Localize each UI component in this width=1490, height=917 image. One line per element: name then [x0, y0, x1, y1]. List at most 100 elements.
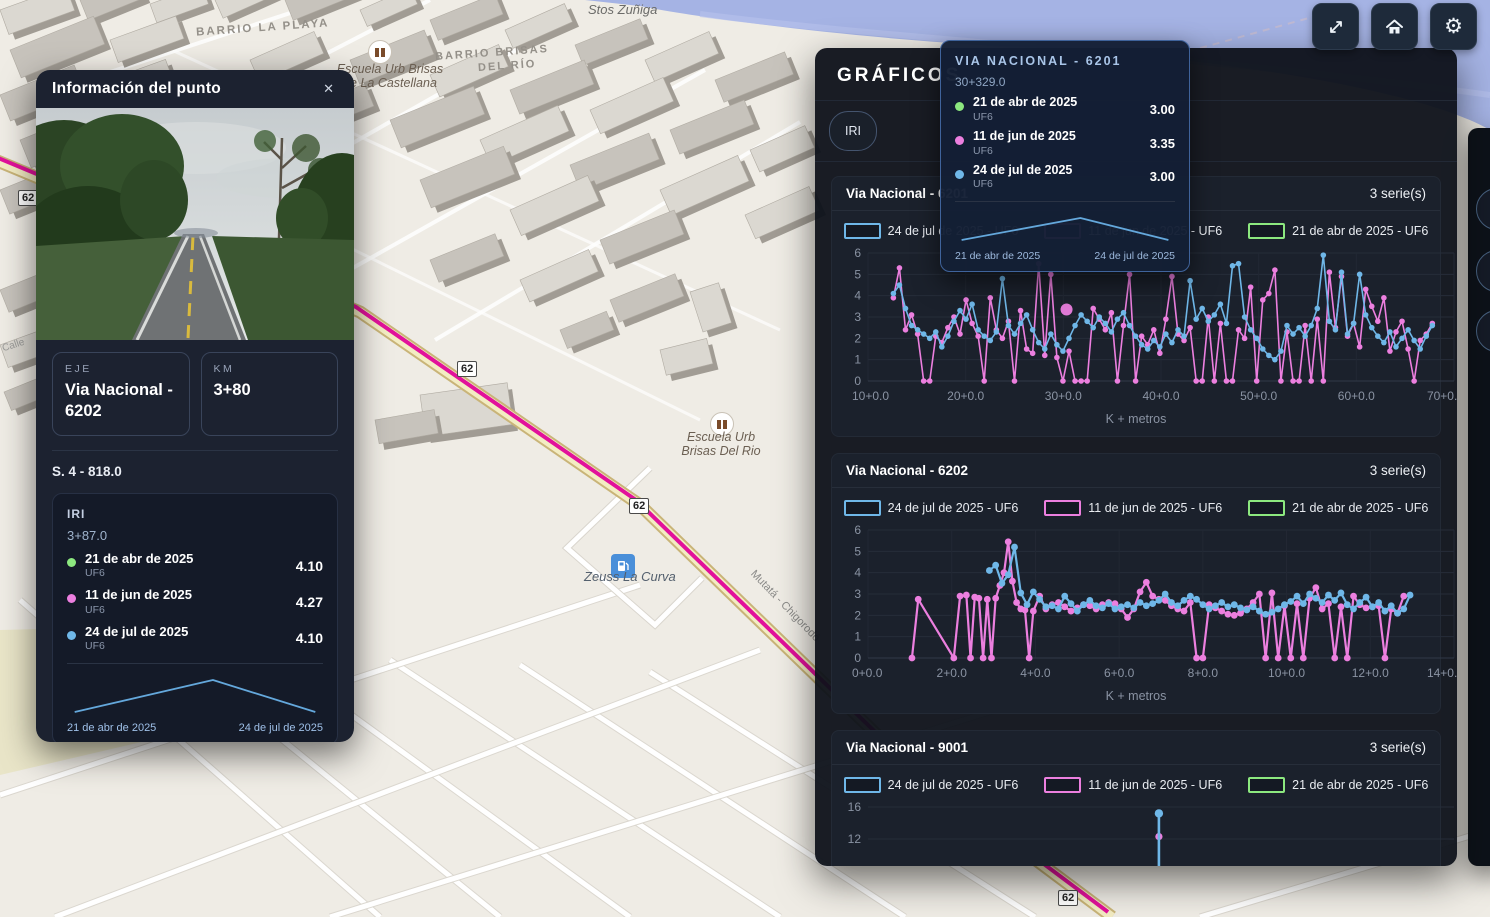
tooltip-sparkline	[961, 217, 1169, 242]
svg-text:0+0.0: 0+0.0	[852, 666, 883, 680]
legend-label: 21 de abr de 2025 - UF6	[1292, 778, 1429, 792]
chart-plot[interactable]: 0 1 2 3 4 5 6 10+0.0 20+0.0 30+0.0 40+0.0 50+0.0 60+…	[838, 241, 1457, 411]
eje-label: EJE	[65, 363, 92, 375]
chart-card-9001: Via Nacional - 9001 3 serie(s) 24 de jul…	[831, 730, 1454, 866]
iri-sub: UF6	[85, 567, 105, 580]
spark-label-start: 21 de abr de 2025	[67, 721, 157, 734]
chart-point-tooltip: VIA NACIONAL - 6201 30+329.0 21 de abr d…	[940, 40, 1190, 273]
legend-swatch	[1248, 777, 1286, 793]
iri-value: 4.10	[295, 557, 323, 574]
svg-text:4+0.0: 4+0.0	[1020, 666, 1051, 680]
tooltip-date: 24 de jul de 2025	[973, 162, 1073, 177]
map-toolbar: ⚙	[1312, 3, 1477, 50]
legend-label: 21 de abr de 2025 - UF6	[1292, 501, 1429, 515]
tooltip-row: 11 de jun de 2025 UF6 3.35	[955, 128, 1175, 157]
svg-text:0: 0	[854, 374, 861, 388]
legend-item[interactable]: 11 de jun de 2025 - UF6	[1044, 500, 1222, 516]
iri-sub: UF6	[85, 639, 105, 652]
point-info-panel: Información del punto ✕	[36, 70, 354, 742]
edge-circle-button[interactable]	[1476, 250, 1490, 292]
close-icon[interactable]: ✕	[323, 81, 334, 96]
svg-text:3: 3	[854, 310, 861, 324]
tooltip-station: 30+329.0	[955, 75, 1006, 89]
tooltip-sub: UF6	[973, 110, 993, 123]
svg-text:1: 1	[854, 353, 861, 367]
street-photo	[36, 108, 354, 340]
iri-sparkline	[74, 678, 316, 713]
chart-series-count: 3 serie(s)	[1369, 186, 1426, 201]
legend-item[interactable]: 24 de jul de 2025 - UF6	[843, 500, 1019, 516]
iri-date: 24 de jul de 2025	[85, 623, 189, 639]
home-button[interactable]	[1371, 3, 1418, 50]
eje-value: Via Nacional - 6202	[65, 381, 173, 420]
svg-text:2: 2	[854, 331, 861, 345]
section-code: S. 4 - 818.0	[52, 464, 122, 479]
edge-circle-button[interactable]	[1476, 310, 1490, 352]
svg-text:40+0.0: 40+0.0	[1142, 389, 1179, 403]
series-dot-green	[67, 558, 76, 567]
svg-text:6: 6	[854, 246, 861, 260]
tooltip-row: 21 de abr de 2025 UF6 3.00	[955, 95, 1175, 123]
svg-text:10+0.0: 10+0.0	[852, 389, 889, 403]
legend-item[interactable]: 21 de abr de 2025 - UF6	[1248, 777, 1428, 793]
legend-swatch	[843, 777, 881, 793]
series-dot-blue	[67, 630, 76, 640]
chart-legend: 24 de jul de 2025 - UF6 11 de jun de 202…	[838, 777, 1434, 793]
chart-header: Via Nacional - 6202 3 serie(s)	[832, 454, 1440, 488]
point-attributes: EJE Via Nacional - 6202 KM 3+80	[52, 352, 338, 436]
fullscreen-button[interactable]	[1312, 3, 1359, 50]
iri-station: 3+87.0	[67, 528, 108, 543]
svg-text:30+0.0: 30+0.0	[1045, 389, 1082, 403]
divider	[67, 662, 323, 664]
series-dot-pink	[955, 135, 964, 145]
tooltip-sparkline-axis: 21 de abr de 2025 24 de jul de 2025	[955, 250, 1175, 262]
legend-item[interactable]: 21 de abr de 2025 - UF6	[1248, 223, 1428, 239]
iri-date: 11 de jun de 2025	[85, 587, 192, 603]
legend-swatch	[1248, 500, 1286, 516]
legend-item[interactable]: 11 de jun de 2025 - UF6	[1044, 777, 1222, 793]
iri-summary-card: IRI 3+87.0 21 de abr de 2025 UF6 4.10 11…	[52, 493, 338, 742]
sparkline-axis: 21 de abr de 2025 24 de jul de 2025	[67, 722, 323, 734]
svg-text:0: 0	[854, 651, 861, 665]
svg-text:14+0.0: 14+0.0	[1427, 666, 1457, 680]
iri-sub: UF6	[85, 603, 105, 616]
iri-row: 11 de jun de 2025 UF6 4.27	[67, 587, 323, 616]
expand-icon	[1329, 20, 1342, 33]
svg-text:8+0.0: 8+0.0	[1188, 666, 1219, 680]
chart-series-count: 3 serie(s)	[1369, 463, 1426, 478]
chart-plot[interactable]: 0 1 2 3 4 5 6 0+0.0 2+0.0 4+0.0 6+0.0 8+0.0 10+0.0 12…	[838, 518, 1457, 688]
svg-text:16: 16	[848, 800, 862, 814]
svg-text:6: 6	[854, 523, 861, 537]
iri-title: IRI	[67, 507, 86, 521]
iri-row: 21 de abr de 2025 UF6 4.10	[67, 551, 323, 580]
series-dot-blue	[955, 169, 964, 179]
legend-label: 21 de abr de 2025 - UF6	[1292, 224, 1429, 238]
secondary-panel-edge	[1468, 128, 1490, 866]
chart-title: Via Nacional - 6201	[846, 186, 969, 201]
edge-circle-button[interactable]	[1476, 188, 1490, 230]
svg-text:12+0.0: 12+0.0	[1352, 666, 1389, 680]
svg-text:4: 4	[854, 289, 861, 303]
chart-plot[interactable]: 16 12 8	[838, 795, 1457, 866]
svg-text:60+0.0: 60+0.0	[1338, 389, 1375, 403]
spark-label-end: 24 de jul de 2025	[1094, 250, 1175, 263]
settings-button[interactable]: ⚙	[1430, 3, 1477, 50]
svg-text:2: 2	[854, 608, 861, 622]
chart-x-axis-label: K + metros	[1105, 689, 1167, 703]
legend-label: 11 de jun de 2025 - UF6	[1088, 501, 1223, 515]
chart-title: Via Nacional - 9001	[846, 740, 969, 755]
svg-text:3: 3	[854, 587, 861, 601]
legend-label: 24 de jul de 2025 - UF6	[887, 501, 1019, 515]
charts-panel-title: GRÁFICOS	[837, 65, 962, 86]
legend-item[interactable]: 21 de abr de 2025 - UF6	[1248, 500, 1428, 516]
iri-filter-button[interactable]: IRI	[829, 111, 877, 151]
tooltip-date: 21 de abr de 2025	[973, 95, 1078, 109]
chart-body: 24 de jul de 2025 - UF6 11 de jun de 202…	[832, 765, 1454, 866]
tooltip-value: 3.00	[1149, 101, 1175, 117]
chart-legend: 24 de jul de 2025 - UF6 11 de jun de 202…	[838, 500, 1434, 516]
legend-item[interactable]: 24 de jul de 2025 - UF6	[843, 777, 1018, 793]
legend-swatch	[843, 223, 881, 239]
tooltip-date: 11 de jun de 2025	[973, 128, 1076, 143]
tooltip-sub: UF6	[973, 178, 993, 191]
